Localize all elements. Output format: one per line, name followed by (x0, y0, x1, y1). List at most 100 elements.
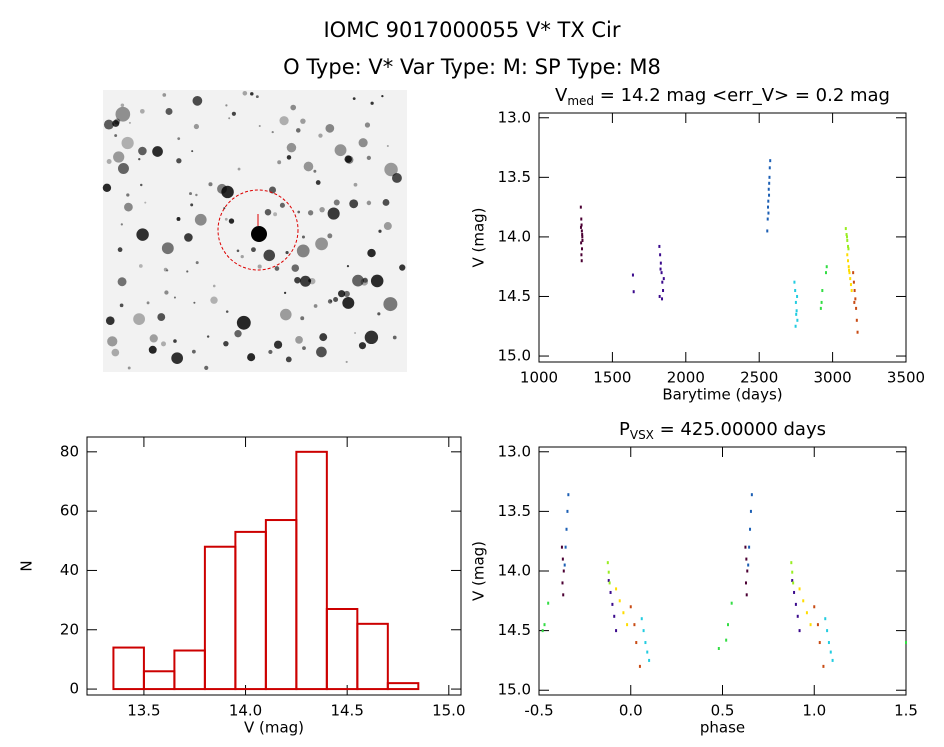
point (560, 545, 563, 549)
panel-title: PVSX = 425.00000 days (619, 419, 826, 442)
point (767, 205, 770, 209)
point (635, 641, 638, 645)
star (225, 310, 229, 313)
stars (102, 90, 406, 370)
point (607, 579, 610, 583)
star (166, 269, 169, 272)
point (749, 527, 752, 531)
point (613, 614, 616, 618)
star (112, 119, 120, 127)
star (352, 97, 356, 101)
star (344, 155, 352, 163)
point (565, 527, 568, 531)
page-title: IOMC 9017000055 V* TX Cir (323, 18, 620, 42)
point (744, 581, 747, 585)
point (543, 623, 546, 627)
star (316, 346, 327, 358)
star (346, 265, 350, 268)
star (191, 349, 196, 354)
star (225, 104, 228, 107)
star (251, 247, 256, 253)
star (152, 146, 163, 157)
star (392, 173, 402, 183)
star (161, 242, 174, 255)
y-tick-label: 14.0 (498, 562, 531, 580)
point (622, 611, 625, 615)
point (769, 159, 772, 163)
point (824, 271, 827, 275)
point (794, 300, 797, 304)
star (247, 353, 256, 362)
point (564, 545, 567, 549)
point (831, 658, 834, 662)
x-axis-label: V (mag) (244, 719, 304, 737)
star (177, 137, 181, 141)
point (659, 261, 662, 265)
star (258, 124, 261, 128)
point (563, 563, 566, 567)
point (845, 233, 848, 237)
point (658, 294, 661, 298)
star (319, 206, 325, 213)
star (349, 199, 359, 209)
point (849, 283, 852, 287)
point (767, 187, 770, 191)
star (223, 340, 229, 347)
point (727, 623, 730, 627)
point (844, 227, 847, 231)
point (847, 259, 850, 263)
star (313, 304, 318, 308)
star (157, 313, 166, 321)
star (382, 199, 390, 206)
y-tick-label: 20 (60, 620, 79, 638)
point (790, 561, 793, 565)
star (106, 159, 112, 164)
title-text: P (619, 419, 630, 440)
point (855, 318, 858, 322)
star (392, 335, 397, 340)
star (354, 331, 357, 334)
star (333, 297, 339, 303)
point (561, 557, 564, 561)
star (173, 296, 176, 299)
star (160, 341, 167, 347)
star (285, 250, 289, 255)
bar (203, 545, 237, 691)
point (661, 280, 664, 284)
point (853, 289, 856, 293)
star (117, 247, 123, 253)
point (827, 641, 830, 645)
point (618, 599, 621, 603)
y-axis-label: V (mag) (470, 207, 488, 267)
point (825, 265, 828, 269)
star (194, 213, 207, 226)
x-tick-label: 0.0 (619, 702, 643, 720)
star (138, 157, 141, 161)
point (579, 205, 582, 209)
point (847, 265, 850, 269)
point (659, 253, 662, 257)
point (766, 217, 769, 221)
star (140, 183, 143, 187)
star (285, 356, 292, 363)
star (240, 255, 244, 259)
star (146, 301, 150, 305)
axes-frame (538, 112, 907, 363)
star (195, 261, 199, 265)
point (796, 318, 799, 322)
star (299, 275, 311, 287)
point (852, 271, 855, 275)
point (581, 247, 584, 251)
star (126, 193, 130, 197)
x-tick-label: 2500 (740, 369, 778, 387)
point (566, 509, 569, 513)
star (383, 222, 392, 231)
bar (264, 519, 298, 691)
star (121, 136, 134, 150)
point (580, 217, 583, 221)
point (581, 235, 584, 239)
point (768, 166, 771, 170)
point (795, 312, 798, 316)
star (342, 296, 355, 309)
star (128, 121, 131, 124)
